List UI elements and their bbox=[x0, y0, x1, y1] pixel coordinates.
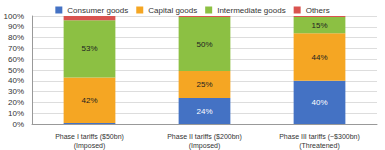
svg-text:Phase I tariffs ($50bn): Phase I tariffs ($50bn) bbox=[55, 133, 124, 141]
svg-text:60%: 60% bbox=[8, 55, 24, 64]
svg-text:Intermediate goods: Intermediate goods bbox=[217, 6, 286, 15]
svg-text:70%: 70% bbox=[8, 44, 24, 53]
svg-text:(Threatened): (Threatened) bbox=[299, 142, 339, 150]
svg-text:25%: 25% bbox=[196, 80, 212, 89]
svg-text:Phase III tariffs (~$300bn): Phase III tariffs (~$300bn) bbox=[279, 133, 360, 141]
svg-text:53%: 53% bbox=[81, 44, 97, 53]
svg-text:(Imposed): (Imposed) bbox=[189, 142, 221, 150]
svg-text:(Imposed): (Imposed) bbox=[74, 142, 106, 150]
svg-text:40%: 40% bbox=[311, 98, 327, 107]
svg-text:50%: 50% bbox=[8, 66, 24, 75]
svg-text:30%: 30% bbox=[8, 87, 24, 96]
svg-text:24%: 24% bbox=[196, 107, 212, 116]
svg-text:90%: 90% bbox=[8, 22, 24, 31]
svg-text:100%: 100% bbox=[4, 12, 24, 21]
svg-text:15%: 15% bbox=[311, 21, 327, 30]
svg-text:Consumer goods: Consumer goods bbox=[67, 6, 128, 15]
svg-text:0%: 0% bbox=[12, 120, 24, 129]
svg-text:80%: 80% bbox=[8, 33, 24, 42]
svg-text:Phase II tariffs ($200bn): Phase II tariffs ($200bn) bbox=[167, 133, 242, 141]
svg-text:10%: 10% bbox=[8, 109, 24, 118]
svg-text:42%: 42% bbox=[81, 96, 97, 105]
svg-text:50%: 50% bbox=[196, 40, 212, 49]
svg-text:44%: 44% bbox=[311, 53, 327, 62]
svg-text:Others: Others bbox=[306, 6, 330, 15]
svg-text:40%: 40% bbox=[8, 76, 24, 85]
svg-text:20%: 20% bbox=[8, 98, 24, 107]
svg-text:Capital goods: Capital goods bbox=[148, 6, 197, 15]
